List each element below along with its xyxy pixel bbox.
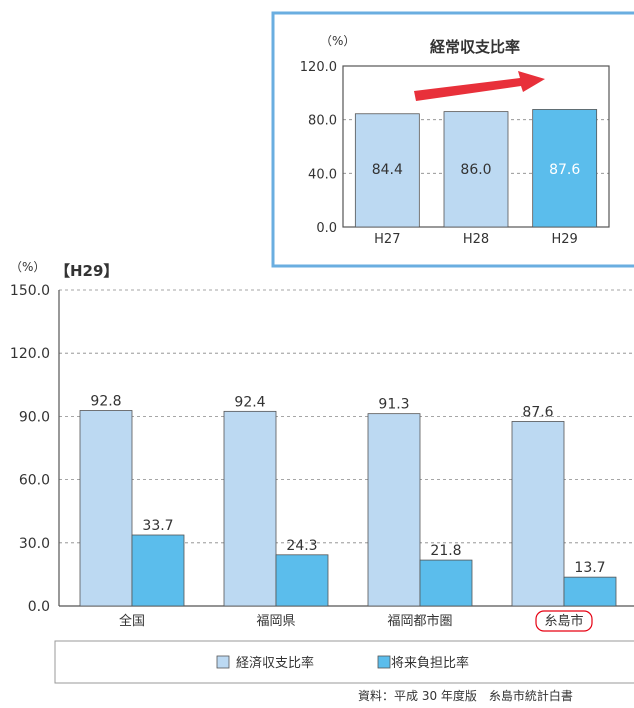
legend-swatch-future-burden-ratio	[377, 655, 391, 669]
legend-label-economic-ratio: 経済収支比率	[236, 655, 314, 671]
inset-y-tick-label: 120.0	[300, 60, 337, 75]
bar-value-label: 91.3	[378, 397, 409, 413]
x-tick-label: 糸島市	[544, 613, 583, 629]
inset-plot-area: 0.0 40.0 80.0 120.0 84.4 H27 86.0 H28 87.6 H29	[300, 60, 610, 247]
main-plot-area: 0.0 30.0 60.0 90.0 120.0 150.0 92.8 33.7 全国 92.4 2…	[10, 283, 634, 632]
main-y-tick-label: 30.0	[19, 536, 50, 552]
bar-future-burden-ratio	[419, 559, 473, 607]
trend-arrow-icon	[414, 71, 545, 101]
bar-economic-ratio	[79, 410, 133, 607]
x-tick-label: 福岡都市圏	[387, 613, 452, 629]
inset-bar	[532, 109, 598, 228]
main-chart-title: 【H29】	[55, 262, 118, 280]
bar-value-label: 24.3	[286, 538, 317, 554]
inset-bar	[354, 113, 420, 228]
x-tick-label: 全国	[119, 613, 145, 629]
main-y-tick-label: 150.0	[10, 283, 50, 299]
bar-future-burden-ratio	[275, 554, 329, 607]
legend-swatch-economic-ratio	[216, 655, 230, 669]
bar-value-label: 21.8	[430, 543, 461, 559]
highlight-outline	[535, 610, 593, 632]
source-note: 資料：平成 30 年度版 糸島市統計白書	[358, 688, 573, 703]
main-y-tick-label: 0.0	[28, 599, 50, 615]
bar-value-label: 87.6	[522, 404, 553, 420]
bar-economic-ratio	[367, 413, 421, 607]
legend-box	[54, 640, 634, 684]
inset-chart-title: 経常収支比率	[430, 38, 520, 56]
inset-x-tick-label: H27	[374, 232, 400, 247]
bar-value-label: 92.4	[234, 394, 265, 410]
legend-label-future-burden-ratio: 将来負担比率	[391, 655, 469, 671]
inset-y-tick-label: 0.0	[316, 221, 337, 236]
inset-bar-value-label: 87.6	[549, 162, 580, 178]
main-y-tick-label: 120.0	[10, 346, 50, 362]
main-y-tick-label: 90.0	[19, 409, 50, 425]
inset-x-tick-label: H28	[463, 232, 489, 247]
bar-future-burden-ratio	[131, 534, 185, 607]
bar-value-label: 92.8	[90, 394, 121, 410]
inset-bar-value-label: 86.0	[460, 162, 491, 178]
inset-y-tick-label: 80.0	[308, 114, 337, 129]
bar-value-label: 33.7	[142, 518, 173, 534]
bar-value-label: 13.7	[574, 560, 605, 576]
inset-unit-label: （%）	[320, 34, 355, 48]
inset-bar	[443, 111, 509, 228]
x-tick-label: 福岡県	[256, 614, 295, 629]
bar-economic-ratio	[223, 410, 277, 607]
inset-y-tick-label: 40.0	[308, 167, 337, 182]
main-unit-label: （%）	[10, 260, 45, 274]
inset-x-tick-label: H29	[552, 232, 578, 247]
main-y-tick-label: 60.0	[19, 473, 50, 489]
bar-economic-ratio	[511, 421, 565, 607]
bar-future-burden-ratio	[563, 576, 617, 607]
inset-bar-value-label: 84.4	[372, 162, 403, 178]
